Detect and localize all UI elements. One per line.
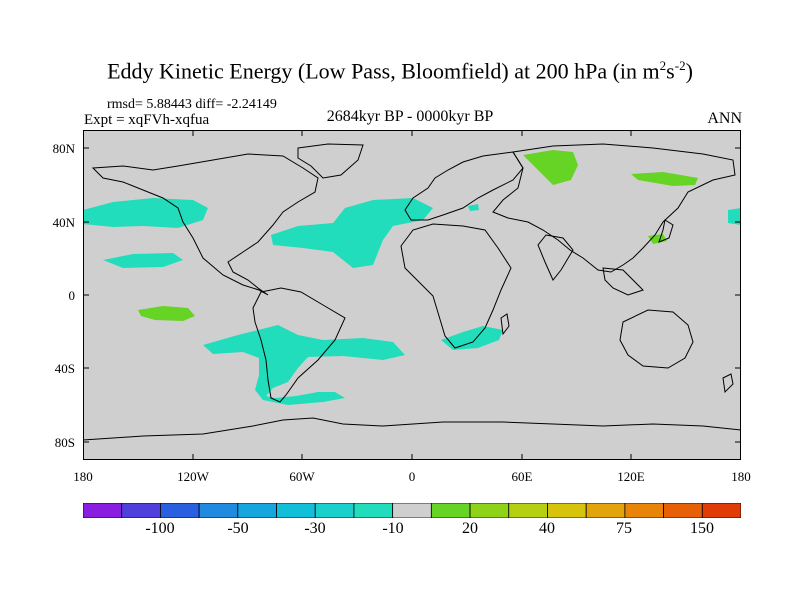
coast-antarctica: [83, 417, 741, 441]
experiment-label: Expt = xqFVh-xqfua: [84, 112, 210, 128]
colorbar-box: [198, 503, 239, 518]
anomaly-equatorial-pacific: [138, 306, 195, 321]
coast-australia: [619, 309, 694, 369]
colorbar-box: [83, 503, 123, 518]
colorbar-box: [469, 503, 510, 518]
colorbar-box: [430, 503, 471, 518]
coast-south-america: [252, 287, 346, 403]
lon-label-60w: 60W: [289, 469, 315, 484]
anomaly-siberia: [523, 150, 578, 185]
anomaly-west-pacific-edge: [728, 208, 741, 225]
lat-label-80n: 80N: [52, 141, 75, 156]
coast-new-zealand: [722, 373, 734, 394]
anomaly-north-pacific-2: [103, 253, 183, 268]
figure-title: Eddy Kinetic Energy (Low Pass, Bloomfiel…: [0, 58, 800, 84]
coast-asia: [492, 143, 736, 273]
title-text: Eddy Kinetic Energy (Low Pass, Bloomfiel…: [107, 58, 660, 84]
colorbar-label: -50: [227, 520, 249, 537]
colorbar-label: 40: [539, 520, 555, 537]
anomaly-kamchatka: [631, 172, 698, 186]
anomaly-japan: [648, 234, 667, 244]
lat-label-80s: 80S: [54, 435, 75, 450]
colorbar-box: [276, 503, 316, 518]
colorbar-box: [663, 503, 703, 518]
axis-ticks: [83, 130, 741, 460]
lon-label-120e: 120E: [617, 469, 645, 484]
colorbar-box: [392, 503, 432, 518]
lat-label-40s: 40S: [54, 361, 75, 376]
anomaly-east-pacific-south: [203, 325, 405, 405]
coast-north-america: [91, 153, 319, 296]
coast-greenland: [297, 143, 364, 179]
colorbar-label: -100: [145, 520, 175, 537]
colorbar-box: [624, 503, 664, 518]
lon-label-180e: 180: [731, 469, 751, 484]
title-superscript-1: 2: [659, 58, 667, 73]
coast-japan: [658, 219, 674, 243]
map-panel: [83, 130, 741, 460]
lat-label-40n: 40N: [52, 215, 75, 230]
title-close: ): [685, 58, 693, 84]
coastlines: [83, 143, 741, 441]
colorbar: [83, 503, 741, 518]
season-label: ANN: [707, 110, 742, 127]
colorbar-box: [508, 503, 548, 518]
lon-label-120w: 120W: [177, 469, 209, 484]
anomaly-south-africa: [441, 326, 503, 350]
lon-label-180w: 180: [73, 469, 93, 484]
colorbar-box: [121, 503, 161, 518]
title-unit-s: s: [666, 58, 675, 84]
colorbar-box: [314, 503, 355, 518]
lon-label-60e: 60E: [511, 469, 533, 484]
colorbar-box: [585, 503, 626, 518]
colorbar-box: [237, 503, 277, 518]
colorbar-box: [160, 503, 200, 518]
rmsd-diff-stats: rmsd= 5.88443 diff= -2.24149: [107, 97, 277, 112]
period-label: 2684kyr BP - 0000kyr BP: [326, 108, 494, 125]
coast-india: [537, 234, 574, 281]
anomaly-indian-ocean-small: [468, 204, 479, 211]
lon-label-0: 0: [408, 469, 416, 484]
coast-africa: [400, 223, 512, 349]
colorbar-box: [701, 503, 741, 518]
lat-label-0: 0: [68, 288, 76, 303]
colorbar-label: 20: [462, 520, 478, 537]
positive-anomaly-regions: [138, 150, 698, 321]
coast-southeast-asia: [602, 267, 644, 296]
coast-madagascar: [500, 313, 510, 336]
colorbar-label: 75: [616, 520, 632, 537]
colorbar-box: [547, 503, 587, 518]
map-background: [83, 130, 741, 460]
colorbar-label: 150: [690, 520, 714, 537]
colorbar-box: [353, 503, 394, 518]
anomaly-north-pacific: [83, 198, 208, 228]
title-superscript-2: -2: [674, 58, 686, 73]
colorbar-label: -30: [304, 520, 326, 537]
anomaly-north-atlantic: [271, 198, 433, 268]
negative-anomaly-regions: [83, 198, 741, 405]
colorbar-label: -10: [382, 520, 404, 537]
